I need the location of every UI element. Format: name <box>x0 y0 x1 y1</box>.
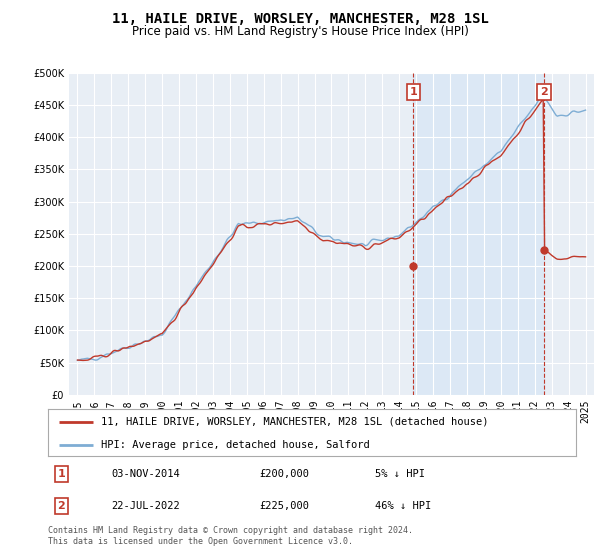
Text: Price paid vs. HM Land Registry's House Price Index (HPI): Price paid vs. HM Land Registry's House … <box>131 25 469 38</box>
Bar <box>413 73 544 395</box>
Text: £225,000: £225,000 <box>259 501 309 511</box>
Text: 2: 2 <box>58 501 65 511</box>
Text: 46% ↓ HPI: 46% ↓ HPI <box>376 501 431 511</box>
Text: 11, HAILE DRIVE, WORSLEY, MANCHESTER, M28 1SL (detached house): 11, HAILE DRIVE, WORSLEY, MANCHESTER, M2… <box>101 417 488 427</box>
Text: 1: 1 <box>410 87 418 97</box>
Text: 1: 1 <box>58 469 65 479</box>
Text: HPI: Average price, detached house, Salford: HPI: Average price, detached house, Salf… <box>101 440 370 450</box>
Text: Contains HM Land Registry data © Crown copyright and database right 2024.
This d: Contains HM Land Registry data © Crown c… <box>48 526 413 546</box>
Text: 03-NOV-2014: 03-NOV-2014 <box>112 469 180 479</box>
Text: 2: 2 <box>540 87 548 97</box>
Text: 11, HAILE DRIVE, WORSLEY, MANCHESTER, M28 1SL: 11, HAILE DRIVE, WORSLEY, MANCHESTER, M2… <box>112 12 488 26</box>
Text: 22-JUL-2022: 22-JUL-2022 <box>112 501 180 511</box>
Text: 5% ↓ HPI: 5% ↓ HPI <box>376 469 425 479</box>
Text: £200,000: £200,000 <box>259 469 309 479</box>
